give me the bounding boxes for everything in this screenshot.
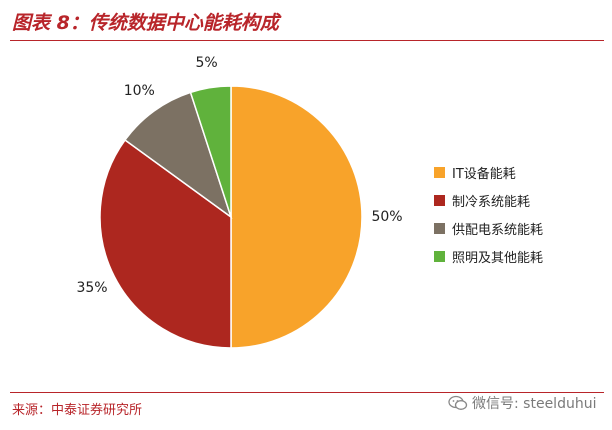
legend-swatch-lighting bbox=[434, 250, 445, 262]
wechat-watermark: 微信号: steelduhui bbox=[448, 394, 596, 412]
footer-divider bbox=[10, 392, 604, 393]
legend-item-it: IT设备能耗 bbox=[434, 158, 543, 186]
pie-slice-cooling bbox=[99, 138, 232, 349]
pie-slices bbox=[99, 85, 363, 349]
watermark-text: 微信号: steelduhui bbox=[472, 396, 597, 412]
data-label-power: 10% bbox=[124, 83, 155, 99]
legend-swatch-it bbox=[434, 166, 445, 178]
legend-swatch-cooling bbox=[434, 194, 445, 206]
legend-item-power: 供配电系统能耗 bbox=[434, 214, 543, 242]
title-divider bbox=[10, 40, 604, 41]
legend-label-lighting: 照明及其他能耗 bbox=[452, 250, 544, 266]
legend-label-it: IT设备能耗 bbox=[452, 166, 516, 182]
legend-item-lighting: 照明及其他能耗 bbox=[434, 242, 543, 270]
pie-slice-power bbox=[123, 91, 233, 219]
legend-label-power: 供配电系统能耗 bbox=[452, 222, 544, 238]
pie-slice-it bbox=[230, 85, 363, 349]
legend-item-cooling: 制冷系统能耗 bbox=[434, 186, 543, 214]
figure-title: 图表 8：传统数据中心能耗构成 bbox=[12, 12, 279, 34]
pie-data-labels: 50% 35% 10% 5% bbox=[76, 55, 402, 296]
data-label-lighting: 5% bbox=[195, 55, 217, 71]
wechat-icon bbox=[448, 395, 468, 410]
legend-swatch-power bbox=[434, 222, 445, 234]
legend-label-cooling: 制冷系统能耗 bbox=[452, 194, 531, 210]
pie-slice-lighting bbox=[189, 85, 232, 218]
data-label-cooling: 35% bbox=[76, 280, 107, 296]
source-note: 来源：中泰证券研究所 bbox=[12, 403, 143, 418]
chart-legend: IT设备能耗 制冷系统能耗 供配电系统能耗 照明及其他能耗 bbox=[434, 158, 543, 270]
data-label-it: 50% bbox=[371, 209, 402, 225]
